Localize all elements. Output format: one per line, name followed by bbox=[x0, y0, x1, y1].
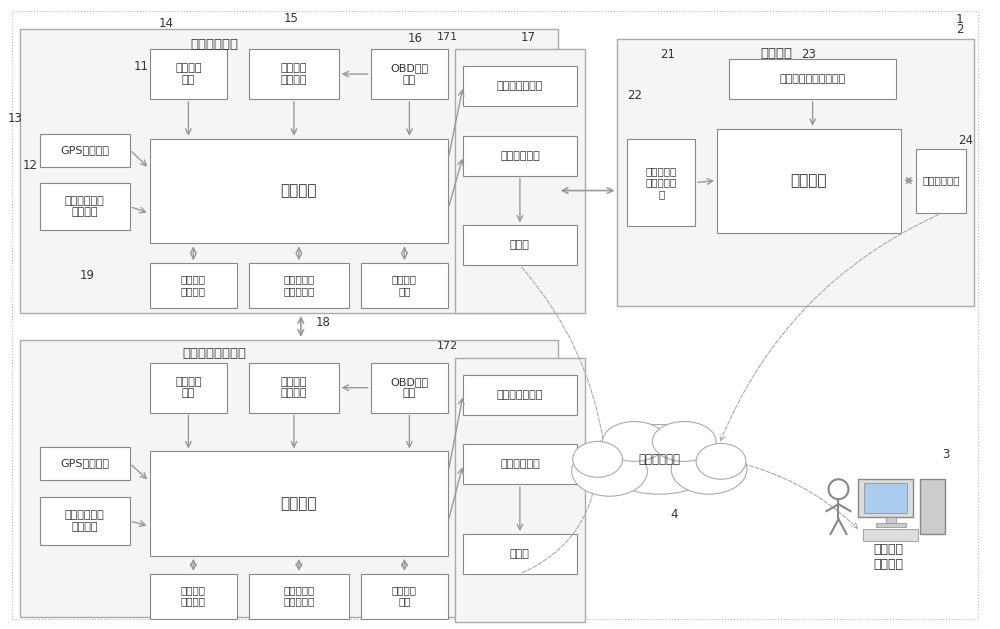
Ellipse shape bbox=[572, 447, 647, 496]
Text: 11: 11 bbox=[134, 60, 149, 72]
Text: 路侧设备: 路侧设备 bbox=[761, 47, 793, 60]
Bar bbox=[627, 139, 695, 226]
Bar bbox=[876, 523, 906, 527]
Bar bbox=[916, 148, 966, 213]
Text: 无线通信网络: 无线通信网络 bbox=[638, 453, 680, 466]
Ellipse shape bbox=[652, 421, 716, 461]
Text: 22: 22 bbox=[627, 89, 642, 103]
Bar bbox=[463, 225, 577, 265]
Ellipse shape bbox=[603, 421, 666, 461]
Text: 语音播放模块: 语音播放模块 bbox=[500, 151, 540, 160]
Text: 171: 171 bbox=[437, 32, 458, 42]
Text: 车辆基本信息
储存模块: 车辆基本信息 储存模块 bbox=[65, 510, 105, 532]
Text: 主控模块: 主控模块 bbox=[281, 183, 317, 198]
Bar bbox=[371, 363, 448, 413]
Bar bbox=[463, 375, 577, 415]
Bar bbox=[249, 363, 339, 413]
Text: 交叉口基本
信息储存模
块: 交叉口基本 信息储存模 块 bbox=[646, 166, 677, 199]
Ellipse shape bbox=[598, 425, 721, 494]
Text: 23: 23 bbox=[801, 48, 816, 60]
Text: 16: 16 bbox=[408, 31, 423, 45]
Bar bbox=[249, 574, 349, 619]
Text: 17: 17 bbox=[520, 31, 535, 44]
Text: 21: 21 bbox=[660, 48, 675, 60]
Bar bbox=[864, 483, 907, 513]
Bar bbox=[729, 59, 896, 99]
Text: 车辆通行顺
序决策模块: 车辆通行顺 序决策模块 bbox=[283, 274, 315, 296]
Text: 城市交通
管控中心: 城市交通 管控中心 bbox=[873, 543, 903, 571]
Bar bbox=[920, 479, 945, 534]
Bar bbox=[40, 182, 130, 230]
Text: 车辆通行顺
序决策模块: 车辆通行顺 序决策模块 bbox=[283, 585, 315, 606]
Text: 车速采集
模块: 车速采集 模块 bbox=[175, 64, 202, 85]
Bar bbox=[463, 66, 577, 106]
Bar bbox=[361, 574, 448, 619]
Text: 车速控制
模块: 车速控制 模块 bbox=[392, 585, 417, 606]
Bar bbox=[20, 30, 558, 313]
Text: 扩声器: 扩声器 bbox=[510, 549, 530, 559]
Text: 2: 2 bbox=[956, 23, 964, 36]
Bar bbox=[150, 363, 227, 413]
Bar bbox=[40, 447, 130, 481]
Text: 172: 172 bbox=[437, 341, 458, 351]
Bar bbox=[361, 263, 448, 308]
Bar bbox=[455, 49, 585, 313]
Bar bbox=[150, 49, 227, 99]
Text: 车速信息显示屏: 车速信息显示屏 bbox=[497, 389, 543, 399]
Text: 18: 18 bbox=[315, 316, 330, 330]
Text: OBD接口
模块: OBD接口 模块 bbox=[390, 377, 428, 399]
Bar bbox=[249, 263, 349, 308]
Text: 1: 1 bbox=[956, 13, 964, 26]
Bar bbox=[40, 134, 130, 167]
Text: 其他车辆车载设备: 其他车辆车载设备 bbox=[182, 347, 246, 360]
Bar bbox=[886, 517, 896, 523]
Text: 车速信息显示屏: 车速信息显示屏 bbox=[497, 81, 543, 91]
Bar bbox=[858, 479, 913, 517]
Text: 车辆基本信息
储存模块: 车辆基本信息 储存模块 bbox=[65, 196, 105, 217]
Text: 车载无线
通信模块: 车载无线 通信模块 bbox=[181, 585, 206, 606]
Bar bbox=[463, 445, 577, 484]
Bar bbox=[463, 136, 577, 175]
Bar bbox=[463, 534, 577, 574]
Ellipse shape bbox=[573, 442, 622, 477]
Text: 行驶意图
采集模块: 行驶意图 采集模块 bbox=[281, 377, 307, 399]
Text: 主控模块: 主控模块 bbox=[281, 496, 317, 511]
Text: 13: 13 bbox=[8, 113, 23, 125]
Text: 12: 12 bbox=[23, 159, 38, 172]
Text: 行驶意图
采集模块: 行驶意图 采集模块 bbox=[281, 64, 307, 85]
Text: 14: 14 bbox=[159, 17, 174, 30]
Text: OBD接口
模块: OBD接口 模块 bbox=[390, 64, 428, 85]
Bar bbox=[249, 49, 339, 99]
Bar bbox=[40, 497, 130, 545]
Bar bbox=[150, 574, 237, 619]
Bar bbox=[717, 129, 901, 233]
Bar bbox=[150, 452, 448, 556]
Text: 扩声器: 扩声器 bbox=[510, 240, 530, 250]
Text: 车载无线
通信模块: 车载无线 通信模块 bbox=[181, 274, 206, 296]
Bar bbox=[617, 39, 974, 306]
Bar bbox=[150, 139, 448, 243]
Text: 车速控制
模块: 车速控制 模块 bbox=[392, 274, 417, 296]
Text: 语音播放模块: 语音播放模块 bbox=[500, 459, 540, 469]
Bar bbox=[455, 358, 585, 621]
Ellipse shape bbox=[696, 443, 746, 479]
Text: 车速采集
模块: 车速采集 模块 bbox=[175, 377, 202, 399]
Text: 本车车载设备: 本车车载设备 bbox=[190, 38, 238, 51]
Bar bbox=[150, 263, 237, 308]
Bar bbox=[371, 49, 448, 99]
Text: 15: 15 bbox=[283, 12, 298, 25]
Bar bbox=[20, 340, 558, 616]
Text: 主控模块: 主控模块 bbox=[790, 173, 827, 188]
Text: GPS定位模块: GPS定位模块 bbox=[60, 459, 109, 469]
Text: 无线通信模块: 无线通信模块 bbox=[922, 175, 960, 186]
Text: GPS定位模块: GPS定位模块 bbox=[60, 145, 109, 155]
Bar bbox=[863, 529, 918, 541]
Text: 3: 3 bbox=[942, 448, 950, 461]
Text: 19: 19 bbox=[79, 269, 94, 282]
Text: 车辆通行顺序决策模块: 车辆通行顺序决策模块 bbox=[779, 74, 846, 84]
Ellipse shape bbox=[671, 445, 747, 494]
Text: 4: 4 bbox=[670, 508, 678, 521]
Text: 24: 24 bbox=[958, 134, 973, 147]
